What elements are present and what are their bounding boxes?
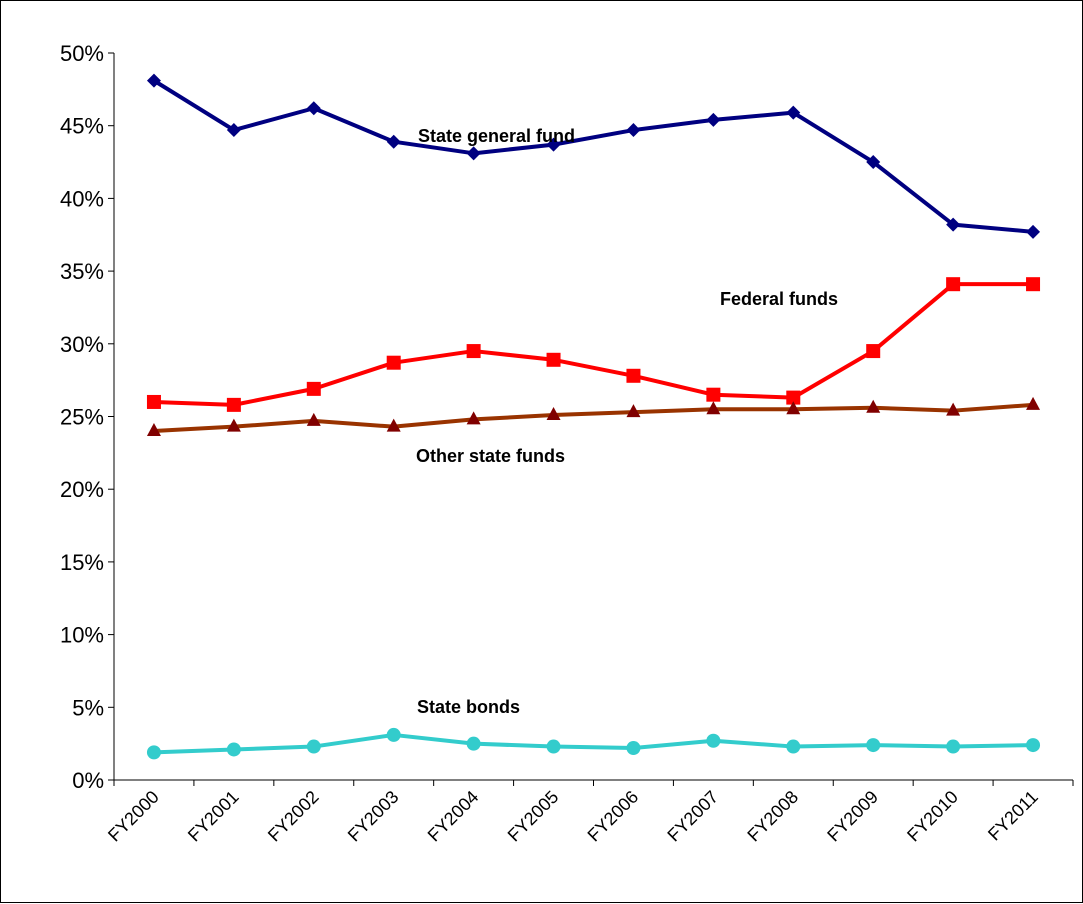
y-tick-label: 10% — [60, 623, 104, 648]
data-point-state-general-fund — [946, 217, 961, 232]
data-point-other-state-funds — [1026, 396, 1041, 410]
data-point-state-bonds — [146, 745, 161, 760]
data-point-state-general-fund — [146, 73, 161, 88]
data-point-state-general-fund — [1026, 224, 1041, 239]
data-point-state-bonds — [386, 727, 401, 742]
series-line-federal-funds — [153, 282, 1034, 407]
data-point-state-bonds — [1026, 738, 1041, 753]
data-point-state-bonds — [466, 736, 481, 751]
data-point-state-general-fund — [786, 105, 801, 120]
data-point-federal-funds — [546, 352, 561, 367]
series-line-other-state-funds — [153, 402, 1034, 434]
series-label-state-general-fund: State general fund — [418, 126, 575, 146]
x-tick-label: FY2011 — [984, 787, 1042, 845]
y-tick-label: 25% — [60, 405, 104, 430]
data-point-state-general-fund — [706, 112, 721, 127]
data-point-other-state-funds — [866, 399, 881, 413]
series-line-state-general-fund — [152, 78, 1034, 234]
data-point-federal-funds — [706, 387, 721, 402]
data-point-federal-funds — [306, 381, 321, 396]
data-point-state-bonds — [306, 739, 321, 754]
x-tick-label: FY2010 — [903, 787, 962, 846]
series-label-state-bonds: State bonds — [417, 697, 520, 717]
data-point-federal-funds — [626, 368, 641, 383]
y-tick-label: 50% — [60, 41, 104, 66]
data-point-federal-funds — [786, 390, 801, 405]
data-point-other-state-funds — [546, 407, 561, 421]
y-tick-label: 40% — [60, 186, 104, 211]
data-point-federal-funds — [1026, 277, 1041, 292]
data-point-federal-funds — [386, 355, 401, 370]
x-tick-label: FY2000 — [104, 787, 163, 846]
x-tick-label: FY2002 — [264, 787, 323, 846]
data-point-federal-funds — [946, 277, 961, 292]
data-point-state-general-fund — [866, 155, 881, 170]
data-point-state-general-fund — [546, 137, 561, 152]
data-point-other-state-funds — [226, 418, 241, 432]
series-label-federal-funds: Federal funds — [720, 289, 838, 309]
data-point-other-state-funds — [786, 401, 801, 415]
y-tick-label: 0% — [72, 768, 104, 793]
x-tick-label: FY2008 — [743, 787, 802, 846]
data-point-state-general-fund — [626, 123, 641, 138]
x-axis-ticks: FY2000 FY2001 FY2002 FY2003 FY2004 FY2005 FY20… — [104, 780, 1074, 846]
data-point-federal-funds — [466, 344, 481, 359]
data-point-other-state-funds — [466, 411, 481, 425]
series-markers — [146, 73, 1041, 760]
y-tick-label: 45% — [60, 114, 104, 139]
data-point-state-general-fund — [386, 134, 401, 149]
x-tick-label: FY2001 — [184, 787, 243, 846]
data-point-state-general-fund — [306, 101, 321, 116]
data-point-state-bonds — [626, 741, 641, 756]
series-line-state-bonds — [153, 732, 1034, 755]
series-lines — [152, 78, 1034, 755]
axes — [113, 53, 1073, 781]
data-point-other-state-funds — [706, 401, 721, 415]
series-label-other-state-funds: Other state funds — [416, 446, 565, 466]
data-point-state-bonds — [946, 739, 961, 754]
y-tick-label: 5% — [72, 695, 104, 720]
y-axis-ticks: 0% 5% 10% 15% 20% 25% 30% 35% 40% 45% 50% — [60, 41, 114, 793]
data-point-state-general-fund — [466, 146, 481, 161]
x-tick-label: FY2009 — [823, 787, 882, 846]
x-tick-label: FY2005 — [504, 787, 563, 846]
data-point-other-state-funds — [386, 418, 401, 432]
y-tick-label: 35% — [60, 259, 104, 284]
data-point-state-general-fund — [226, 123, 241, 138]
x-tick-label: FY2007 — [663, 787, 722, 846]
data-point-other-state-funds — [146, 423, 161, 437]
x-tick-label: FY2004 — [424, 787, 483, 846]
y-tick-label: 20% — [60, 477, 104, 502]
data-point-federal-funds — [866, 344, 881, 359]
series-labels: State general fund Federal funds Other s… — [416, 126, 838, 717]
data-point-state-bonds — [866, 738, 881, 753]
data-point-other-state-funds — [946, 402, 961, 416]
data-point-state-bonds — [546, 739, 561, 754]
y-tick-label: 15% — [60, 550, 104, 575]
data-point-other-state-funds — [306, 412, 321, 426]
data-point-state-bonds — [786, 739, 801, 754]
data-point-federal-funds — [226, 397, 241, 412]
x-tick-label: FY2006 — [584, 787, 643, 846]
data-point-federal-funds — [146, 394, 161, 409]
x-tick-label: FY2003 — [344, 787, 403, 846]
y-tick-label: 30% — [60, 332, 104, 357]
data-point-other-state-funds — [626, 404, 641, 418]
data-point-state-bonds — [706, 733, 721, 748]
data-point-state-bonds — [226, 742, 241, 757]
